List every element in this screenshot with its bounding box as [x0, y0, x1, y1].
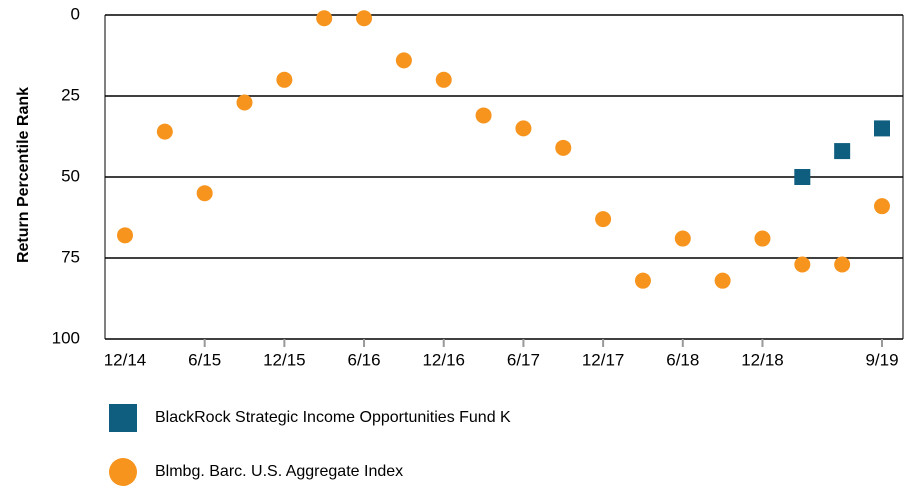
point	[634, 272, 651, 289]
x-tick-label: 12/18	[741, 350, 784, 369]
point	[515, 120, 532, 137]
point	[874, 198, 890, 215]
point	[794, 169, 811, 185]
legend-swatch	[109, 404, 137, 432]
point	[156, 123, 173, 140]
point	[754, 230, 771, 247]
point	[595, 211, 612, 228]
point	[276, 71, 293, 88]
x-tick-label: 12/14	[104, 350, 147, 369]
y-tick-label: 0	[71, 4, 80, 23]
point	[435, 71, 452, 88]
x-tick-label: 12/16	[422, 350, 465, 369]
x-tick-label: 6/16	[348, 350, 381, 369]
legend-label: Blmbg. Barc. U.S. Aggregate Index	[155, 463, 403, 480]
x-tick-label: 9/19	[865, 350, 898, 369]
point	[236, 94, 253, 111]
y-tick-label: 50	[61, 166, 80, 185]
x-tick-label: 6/18	[666, 350, 699, 369]
y-tick-label: 75	[61, 247, 80, 266]
legend-swatch	[109, 458, 137, 486]
point	[117, 227, 133, 244]
x-tick-label: 6/17	[507, 350, 540, 369]
point	[834, 143, 851, 160]
point	[555, 139, 572, 156]
point	[794, 256, 811, 273]
y-tick-label: 25	[61, 85, 80, 104]
point	[874, 120, 890, 137]
y-tick-label: 100	[52, 328, 80, 347]
x-tick-label: 6/15	[188, 350, 221, 369]
point	[674, 230, 691, 247]
y-axis-label: Return Percentile Rank	[15, 87, 32, 263]
x-tick-label: 12/15	[263, 350, 306, 369]
point	[834, 256, 851, 273]
point	[395, 52, 412, 69]
point	[196, 185, 213, 202]
point	[316, 10, 333, 27]
legend-label: BlackRock Strategic Income Opportunities…	[155, 409, 511, 426]
point	[475, 107, 492, 124]
point	[714, 272, 731, 289]
point	[356, 10, 373, 27]
x-tick-label: 12/17	[582, 350, 625, 369]
